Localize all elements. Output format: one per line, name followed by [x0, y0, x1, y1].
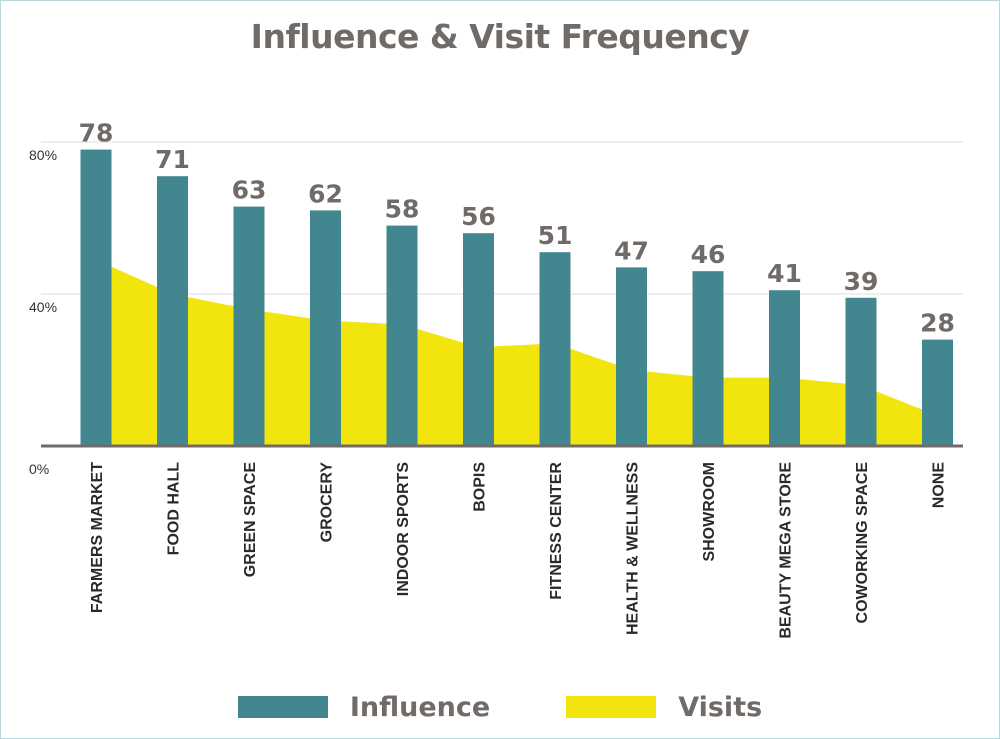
legend-item-visits: Visits: [566, 692, 762, 723]
legend-swatch-visits: [566, 696, 657, 718]
bar-food-hall: [157, 176, 188, 446]
data-label: 47: [614, 236, 649, 265]
bar-showroom: [692, 271, 724, 446]
x-tick-label: GROCERY: [319, 462, 336, 543]
legend: Influence Visits: [1, 687, 999, 727]
x-tick-label: COWORKING SPACE: [854, 462, 871, 624]
x-tick-label: INDOOR SPORTS: [395, 462, 412, 597]
bar-coworking-space: [845, 297, 877, 446]
y-tick-label: 40%: [29, 299, 57, 315]
bar-green-space: [233, 206, 265, 446]
data-label: 46: [691, 240, 726, 269]
data-label: 58: [385, 195, 420, 224]
x-tick-label: NONE: [931, 462, 948, 509]
bar-grocery: [310, 210, 341, 446]
data-label: 28: [920, 309, 955, 338]
y-tick-label: 0%: [29, 461, 49, 477]
data-label: 56: [461, 202, 496, 231]
x-tick-label: BEAUTY MEGA STORE: [778, 462, 795, 639]
visits-area: [96, 259, 938, 446]
x-tick-label: HEALTH & WELLNESS: [625, 462, 642, 635]
data-label: 41: [767, 259, 802, 288]
bar-indoor-sports: [386, 225, 418, 446]
x-tick-label: BOPIS: [472, 462, 489, 512]
data-label: 62: [308, 179, 343, 208]
data-label: 51: [538, 221, 573, 250]
data-label: 63: [232, 176, 267, 205]
y-tick-label: 80%: [29, 147, 57, 163]
data-label: 39: [844, 267, 879, 296]
data-label: 71: [155, 145, 190, 174]
x-tick-label: FOOD HALL: [166, 462, 183, 556]
x-tick-label: GREEN SPACE: [242, 462, 259, 578]
bar-health-and-wellness: [616, 267, 647, 446]
bar-farmers-market: [80, 149, 112, 446]
bar-none: [922, 339, 953, 446]
legend-swatch-influence: [237, 696, 328, 718]
bar-bopis: [463, 233, 494, 446]
legend-label-visits: Visits: [678, 691, 763, 723]
chart-title: Influence & Visit Frequency: [250, 17, 750, 56]
x-tick-label: SHOWROOM: [701, 462, 718, 562]
bar-beauty-mega-store: [769, 290, 800, 446]
legend-item-influence: Influence: [237, 691, 491, 723]
bar-fitness-center: [539, 252, 571, 446]
legend-label-influence: Influence: [349, 691, 491, 723]
x-tick-label: FARMERS MARKET: [89, 462, 106, 613]
data-label: 78: [79, 119, 114, 148]
x-tick-label: FITNESS CENTER: [548, 462, 565, 600]
